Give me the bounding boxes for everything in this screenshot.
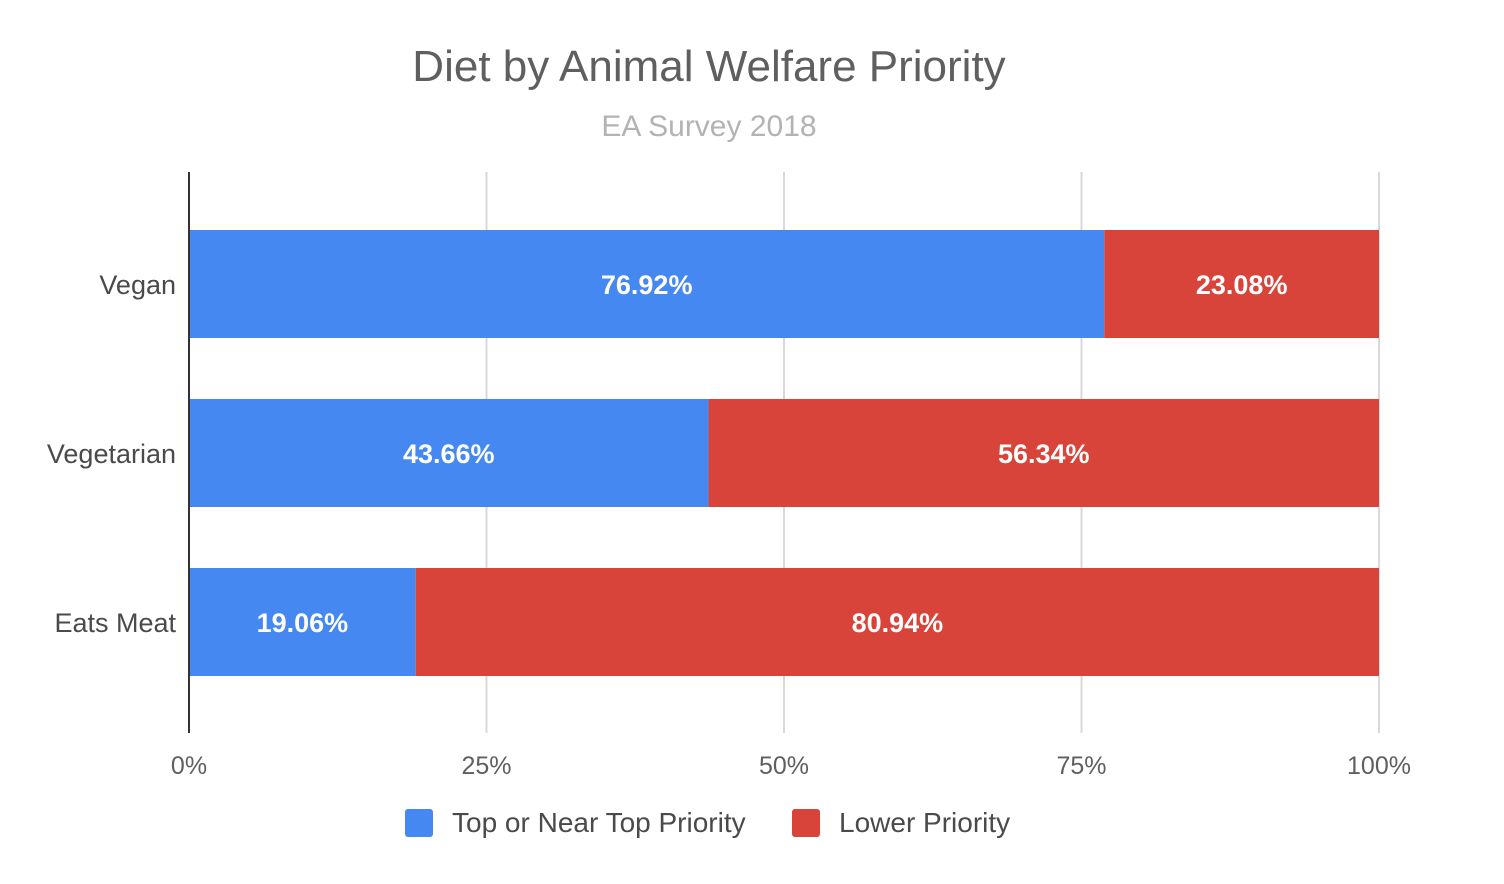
legend: Top or Near Top Priority Lower Priority: [405, 807, 1010, 838]
category-label: Vegetarian: [47, 439, 176, 469]
chart-subtitle: EA Survey 2018: [601, 110, 816, 143]
bars: [189, 230, 1380, 676]
legend-swatch: [792, 809, 820, 837]
category-labels: Vegan Vegetarian Eats Meat: [47, 270, 177, 638]
x-tick-label: 100%: [1347, 752, 1411, 780]
category-label: Eats Meat: [54, 608, 176, 638]
data-labels: 76.92% 23.08% 43.66% 56.34% 19.06% 80.94%: [257, 270, 1288, 638]
bar-segment: [708, 399, 1379, 507]
bar-segment: [189, 230, 1105, 338]
x-tick-label: 75%: [1056, 752, 1106, 780]
data-label: 43.66%: [403, 439, 495, 469]
bar-segment: [189, 568, 416, 676]
data-label: 23.08%: [1196, 270, 1288, 300]
x-tick-label: 0%: [171, 752, 207, 780]
bar-segment: [1104, 230, 1379, 338]
category-label: Vegan: [99, 270, 176, 300]
data-label: 76.92%: [601, 270, 693, 300]
legend-label: Lower Priority: [839, 807, 1010, 838]
legend-swatch: [405, 809, 433, 837]
data-label: 80.94%: [852, 608, 944, 638]
x-axis-ticks: 0% 25% 50% 75% 100%: [171, 752, 1411, 780]
bar-segment: [415, 568, 1380, 676]
chart-title: Diet by Animal Welfare Priority: [412, 42, 1005, 91]
bar-segment: [189, 399, 709, 507]
data-label: 56.34%: [998, 439, 1090, 469]
x-tick-label: 25%: [461, 752, 511, 780]
x-tick-label: 50%: [759, 752, 809, 780]
data-label: 19.06%: [257, 608, 349, 638]
legend-label: Top or Near Top Priority: [452, 807, 746, 838]
